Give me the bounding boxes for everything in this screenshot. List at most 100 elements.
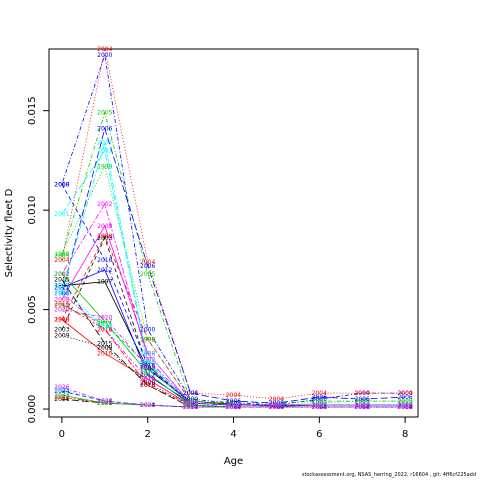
x-tick-label: 6 (316, 429, 322, 440)
series-label-2016: 2016 (140, 382, 155, 389)
series-label-2007: 2007 (183, 402, 198, 409)
series-label-2000: 2000 (269, 402, 284, 409)
series-label-2026: 2026 (183, 404, 198, 411)
series-label-2019: 2019 (140, 350, 155, 357)
series-label-2010: 2010 (54, 317, 69, 324)
series-label-2008: 2008 (140, 350, 155, 357)
series-label-2000: 2000 (183, 396, 198, 403)
series-label-2002: 2002 (97, 201, 112, 208)
series-label-2002: 2002 (140, 356, 155, 363)
series-label-2000: 2000 (140, 327, 155, 334)
series-label-2022: 2022 (97, 400, 112, 407)
series-label-2021: 2021 (397, 404, 412, 411)
series-label-2009: 2009 (140, 380, 155, 387)
series-label-2026: 2026 (312, 404, 327, 411)
series-label-2009: 2009 (54, 332, 69, 339)
series-label-2023: 2023 (269, 404, 284, 411)
series-label-2003: 2003 (312, 402, 327, 409)
series-label-2005: 2005 (183, 398, 198, 405)
series-line-2006 (61, 127, 406, 404)
series-line-1998 (61, 235, 406, 407)
series-label-1998: 1998 (183, 398, 198, 405)
y-tick-label: 0.015 (27, 96, 38, 125)
x-axis-title: Age (224, 456, 243, 467)
series-label-2001: 2001 (312, 402, 327, 409)
series-label-1998: 1998 (312, 402, 327, 409)
series-label-1998: 1998 (226, 402, 241, 409)
series-label-1997: 1997 (183, 398, 198, 405)
series-label-2003: 2003 (140, 364, 155, 371)
series-label-2001: 2001 (355, 402, 370, 409)
series-label-2008: 2008 (397, 402, 412, 409)
series-label-2001: 2001 (397, 402, 412, 409)
series-label-1998: 1998 (269, 403, 284, 410)
series-label-2016: 2016 (312, 404, 327, 411)
series-label-2021: 2021 (183, 404, 198, 411)
series-label-2005: 2005 (312, 398, 327, 405)
series-label-2003: 2003 (397, 402, 412, 409)
series-label-2007: 2007 (269, 402, 284, 409)
series-label-2019: 2019 (226, 402, 241, 409)
series-label-2023: 2023 (54, 392, 69, 399)
series-label-1997: 1997 (140, 366, 155, 373)
series-label-2007: 2007 (97, 140, 112, 147)
series-label-2017: 2017 (397, 404, 412, 411)
series-label-2022: 2022 (54, 394, 69, 401)
series-label-2007: 2007 (397, 402, 412, 409)
series-label-2026: 2026 (397, 404, 412, 411)
series-label-2003: 2003 (97, 235, 112, 242)
series-label-2003: 2003 (269, 402, 284, 409)
series-label-2007: 2007 (54, 289, 69, 296)
series-label-2019: 2019 (312, 402, 327, 409)
series-label-2025: 2025 (269, 404, 284, 411)
series-label-2018: 2018 (397, 402, 412, 409)
series-label-2000: 2000 (355, 390, 370, 397)
series-label-2013: 2013 (97, 327, 112, 334)
x-tick-label: 0 (59, 429, 65, 440)
series-label-2004: 2004 (54, 257, 69, 264)
series-label-2018: 2018 (312, 402, 327, 409)
series-label-2018: 2018 (355, 402, 370, 409)
series-label-2011: 2011 (183, 402, 198, 409)
series-label-2007: 2007 (226, 402, 241, 409)
series-label-2011: 2011 (355, 404, 370, 411)
series-label-2016: 2016 (269, 404, 284, 411)
series-label-2005: 2005 (355, 398, 370, 405)
y-tick-label: 0.010 (27, 196, 38, 225)
series-line-2007 (61, 142, 406, 406)
series-label-2021: 2021 (140, 402, 155, 409)
series-label-2011: 2011 (269, 404, 284, 411)
series-label-1999: 1999 (269, 402, 284, 409)
series-label-2001: 2001 (226, 402, 241, 409)
series-label-2023: 2023 (97, 400, 112, 407)
series-label-2004: 2004 (397, 390, 412, 397)
series-label-1998: 1998 (97, 233, 112, 240)
series-label-2010: 2010 (355, 404, 370, 411)
series-label-1999: 1999 (97, 163, 112, 170)
series-label-2019: 2019 (97, 323, 112, 330)
series-label-2013: 2013 (54, 283, 69, 290)
series-label-2016: 2016 (397, 404, 412, 411)
series-label-2012: 2012 (355, 402, 370, 409)
series-label-2019: 2019 (269, 402, 284, 409)
series-label-2008: 2008 (269, 402, 284, 409)
series-label-2023: 2023 (140, 402, 155, 409)
series-label-2003: 2003 (355, 402, 370, 409)
y-axis-title: Selectivity fleet D (4, 188, 15, 277)
series-label-2013: 2013 (397, 402, 412, 409)
series-label-2021: 2021 (226, 404, 241, 411)
series-label-2022: 2022 (269, 404, 284, 411)
series-label-2009: 2009 (97, 344, 112, 351)
series-label-2004: 2004 (226, 392, 241, 399)
series-label-2010: 2010 (183, 402, 198, 409)
series-label-2019: 2019 (355, 402, 370, 409)
series-label-1999: 1999 (355, 398, 370, 405)
series-label-2016: 2016 (183, 402, 198, 409)
series-label-2013: 2013 (183, 400, 198, 407)
series-label-1997: 1997 (397, 402, 412, 409)
series-label-2020: 2020 (397, 402, 412, 409)
series-label-2014: 2014 (226, 404, 241, 411)
y-axis: 0.000 0.005 0.010 0.015 (27, 96, 49, 423)
series-label-2023: 2023 (312, 404, 327, 411)
